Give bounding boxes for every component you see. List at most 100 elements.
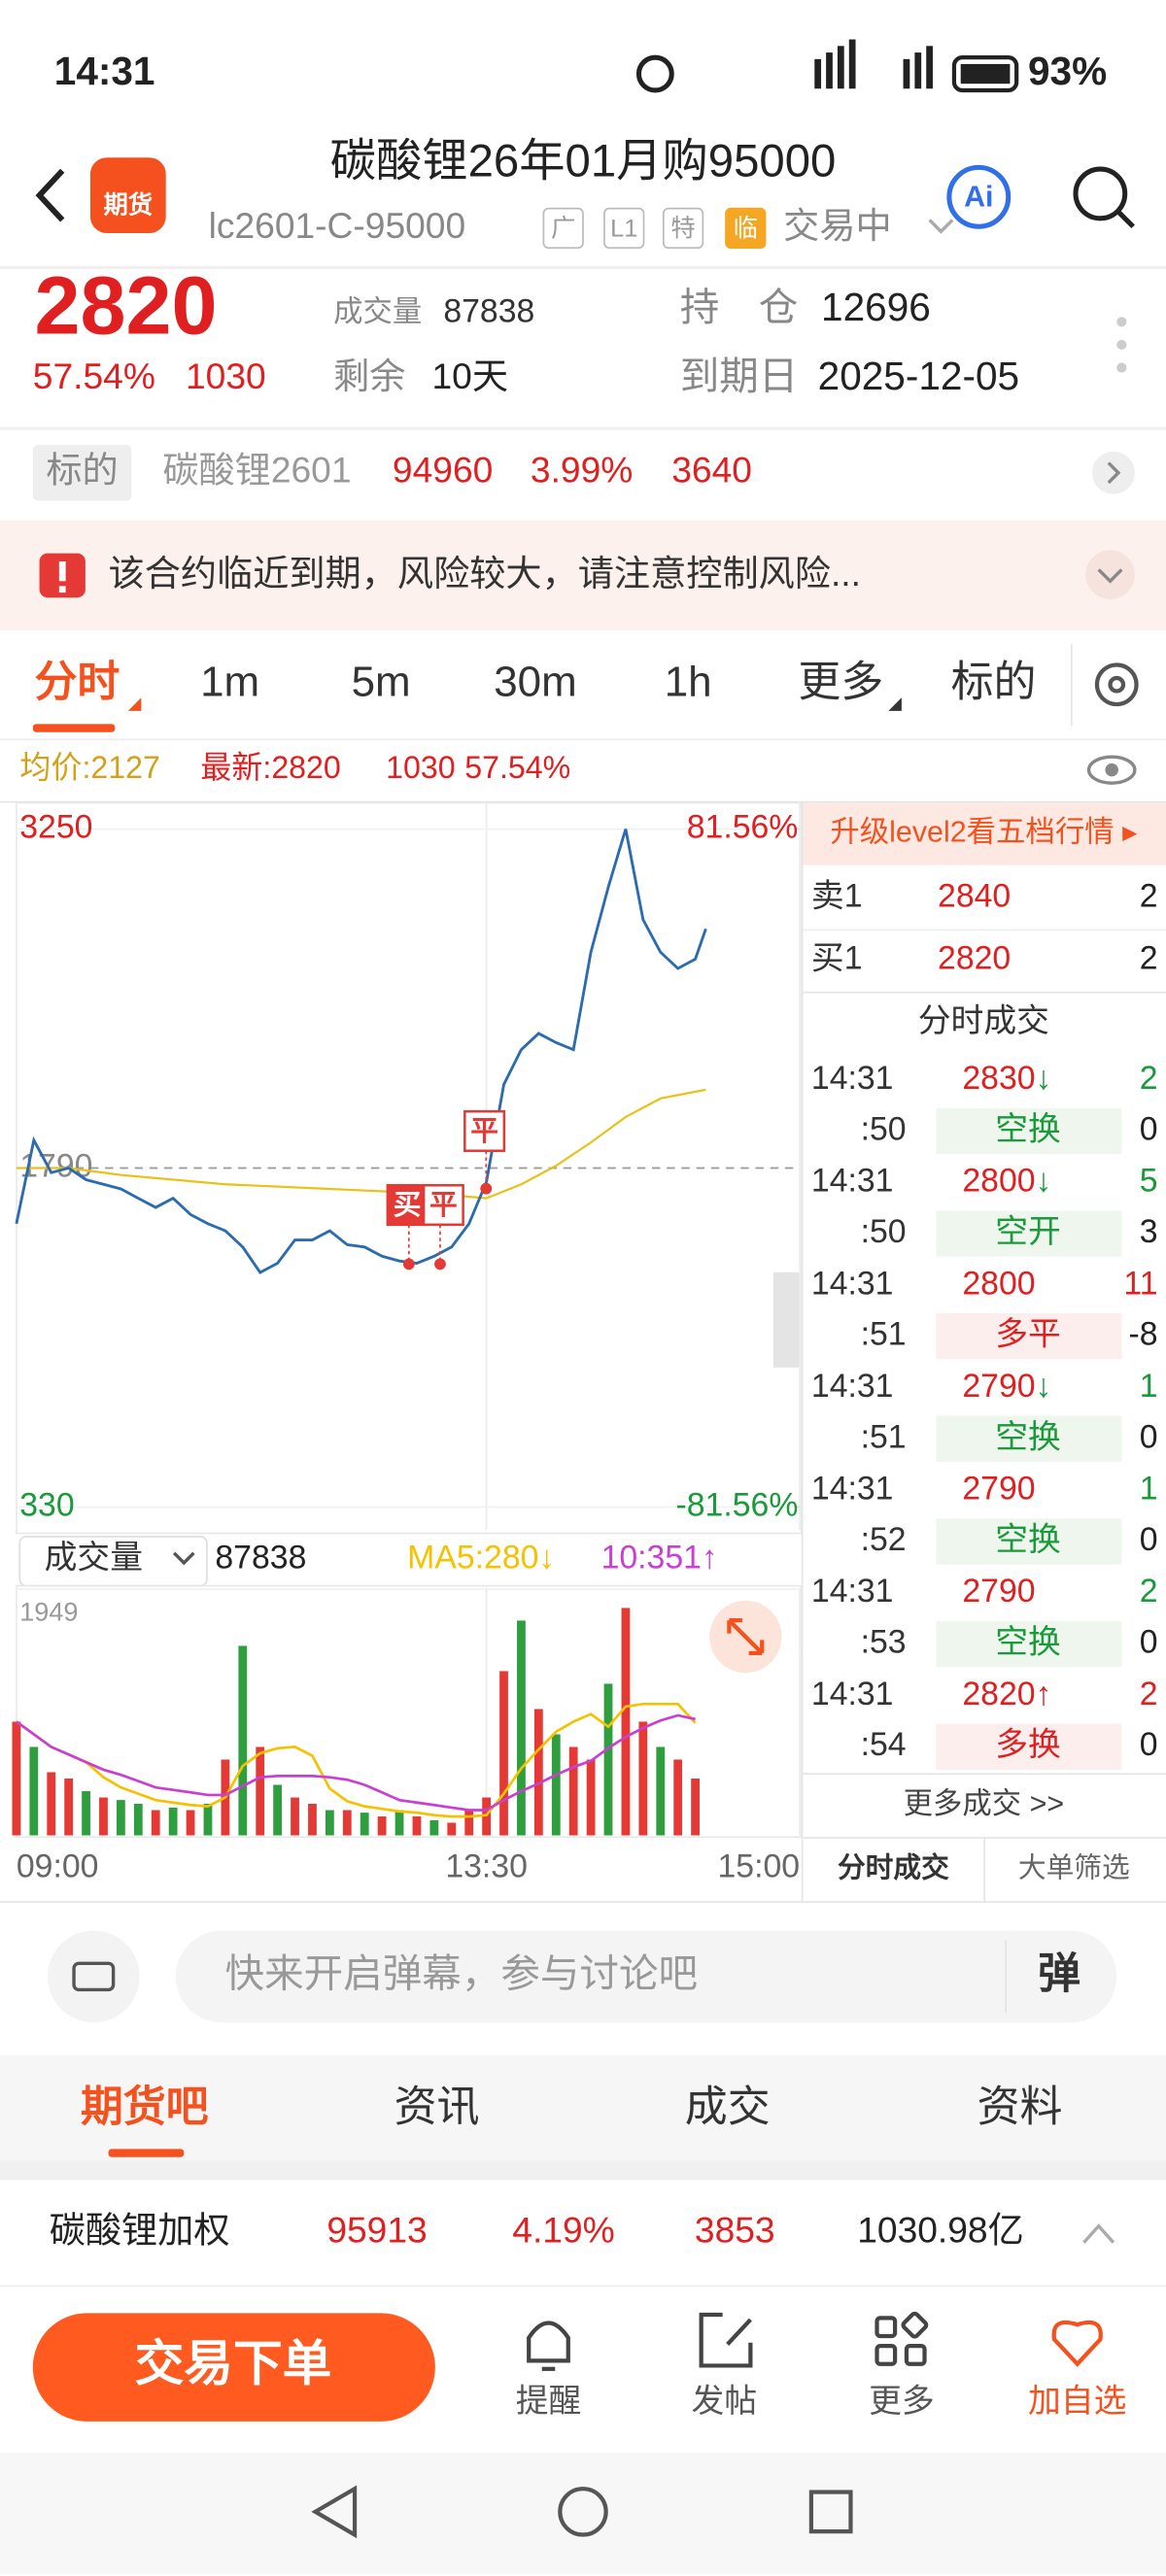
settings-button[interactable] xyxy=(1094,662,1139,707)
trade-sec: :51 xyxy=(861,1316,907,1353)
section-underline xyxy=(108,2149,185,2157)
trade-vol: 5 xyxy=(1140,1163,1158,1200)
volume-bar xyxy=(377,1816,387,1836)
last-price: 2820 xyxy=(34,259,217,351)
warning-expand[interactable] xyxy=(1085,550,1135,599)
volume-select-label[interactable]: 成交量 xyxy=(45,1540,143,1576)
period-tab[interactable]: 更多 xyxy=(798,658,883,705)
action-label[interactable]: 发帖 xyxy=(692,2383,758,2420)
annotation-dot xyxy=(434,1258,446,1271)
action-label[interactable]: 更多 xyxy=(869,2383,935,2420)
ticker-price: 95913 xyxy=(326,2209,427,2250)
volume-bar xyxy=(308,1804,317,1836)
more-dots[interactable] xyxy=(1116,317,1127,373)
ai-button[interactable] xyxy=(946,164,1012,229)
search-button[interactable] xyxy=(1073,166,1135,229)
back-button[interactable] xyxy=(35,168,65,222)
action-label[interactable]: 提醒 xyxy=(516,2383,582,2420)
comment-input[interactable] xyxy=(175,1930,1117,2023)
trade-button[interactable] xyxy=(32,2313,435,2422)
nav-home[interactable] xyxy=(558,2487,608,2537)
annotation-box xyxy=(422,1183,464,1227)
volume-bar xyxy=(551,1734,561,1836)
underlying-change: 3640 xyxy=(671,450,752,491)
period-tab[interactable]: 5m xyxy=(352,658,411,705)
kind-bg xyxy=(936,1107,1122,1155)
trade-price: 2790↓ xyxy=(962,1368,1051,1405)
eye-toggle[interactable] xyxy=(1086,755,1137,785)
tag: 广 xyxy=(551,215,575,242)
trade-price: 2830↓ xyxy=(962,1060,1051,1097)
volume-bar xyxy=(186,1810,195,1836)
price-line xyxy=(15,829,707,1274)
nav-recent[interactable] xyxy=(808,2490,853,2534)
trade-vol: 2 xyxy=(1140,1573,1158,1610)
field-label: 剩余 xyxy=(333,356,405,396)
period-tab[interactable]: 标的 xyxy=(951,658,1037,705)
annotation: 平 xyxy=(429,1190,458,1221)
section-tab[interactable]: 期货吧 xyxy=(81,2083,209,2130)
level2-banner[interactable]: 升级level2看五档行情 ▸ xyxy=(830,816,1137,849)
danmaku-toggle[interactable] xyxy=(48,1930,140,2023)
battery: 93% xyxy=(1028,49,1107,93)
trade-label[interactable]: 交易下单 xyxy=(135,2336,332,2391)
latest-price: 最新:2820 xyxy=(200,750,341,785)
volume-bar xyxy=(116,1800,125,1836)
expand-button[interactable] xyxy=(709,1600,782,1674)
ma-line xyxy=(16,1713,696,1812)
nav-back[interactable] xyxy=(311,2485,358,2539)
period-tab[interactable]: 分时 xyxy=(34,658,120,705)
trade-state[interactable]: 交易中 xyxy=(783,205,892,246)
divider xyxy=(801,802,804,1903)
underlying-name: 碳酸锂2601 xyxy=(162,450,351,491)
period-tab[interactable]: 30m xyxy=(494,658,576,705)
kind-bg xyxy=(936,1518,1122,1565)
ticker-collapse[interactable] xyxy=(1082,2223,1115,2244)
divider xyxy=(1070,643,1073,727)
summary-change: 1030 xyxy=(386,750,455,785)
section-tab[interactable]: 成交 xyxy=(685,2083,771,2130)
trade-price: 2790 xyxy=(962,1471,1035,1508)
volume-bar xyxy=(568,1746,578,1836)
annotation: 平 xyxy=(470,1116,498,1147)
book-label: 买1 xyxy=(811,940,863,977)
x-tick-label: 09:00 xyxy=(17,1847,99,1884)
tag: 临 xyxy=(734,215,758,242)
ticker-name: 碳酸锂加权 xyxy=(50,2209,230,2250)
volume-bar xyxy=(133,1804,143,1836)
ma-label: MA5:280↓ xyxy=(407,1540,555,1576)
divider xyxy=(0,426,1166,430)
warning-text: 该合约临近到期，风险较大，请注意控制风险... xyxy=(109,553,861,593)
section-tab[interactable]: 资料 xyxy=(977,2083,1063,2130)
heart-icon xyxy=(1051,2320,1103,2367)
price-value: 2790 xyxy=(962,1368,1035,1405)
price-value: 2800 xyxy=(962,1265,1035,1302)
level2-banner[interactable] xyxy=(803,802,1166,865)
danmaku-button[interactable]: 弹 xyxy=(1038,1949,1080,1997)
trade-price: 2800 xyxy=(962,1265,1035,1302)
action-label[interactable]: 加自选 xyxy=(1028,2383,1126,2420)
panel-handle[interactable] xyxy=(773,1271,801,1368)
underlying-link[interactable] xyxy=(1091,451,1135,494)
volume: 87838 xyxy=(443,293,534,330)
state-chevron[interactable] xyxy=(928,219,954,234)
volume-bar xyxy=(64,1778,74,1836)
volume-bar xyxy=(412,1816,422,1836)
field-label: 到期日 xyxy=(680,354,799,398)
trade-time: 14:31 xyxy=(811,1573,894,1610)
volume-bar xyxy=(82,1791,90,1836)
x-tick-label: 15:00 xyxy=(718,1847,801,1884)
period-tab[interactable]: 1h xyxy=(665,658,712,705)
book-price: 2820 xyxy=(938,940,1011,977)
period-tab[interactable]: 1m xyxy=(200,658,259,705)
change: 1030 xyxy=(186,356,266,396)
status-icons xyxy=(635,39,1019,93)
y2-tick-label: -81.56% xyxy=(675,1486,798,1523)
volume-bar xyxy=(447,1822,457,1836)
ma-label: 10:351↑ xyxy=(601,1540,718,1576)
trades-tab[interactable]: 分时成交 xyxy=(838,1852,949,1884)
section-tab[interactable]: 资讯 xyxy=(394,2083,480,2130)
label-box xyxy=(32,445,132,501)
trades-tab[interactable]: 大单筛选 xyxy=(1018,1853,1130,1884)
more-trades[interactable]: 更多成交 >> xyxy=(904,1787,1065,1820)
